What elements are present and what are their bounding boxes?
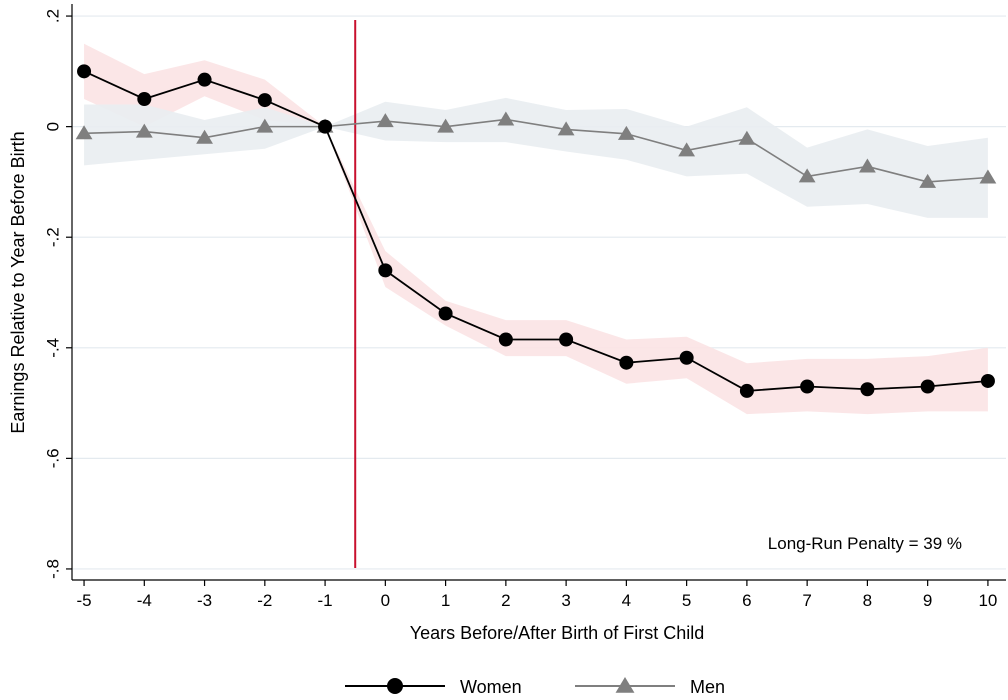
legend-label-men: Men [690, 677, 725, 697]
y-tick-label: -.6 [44, 448, 63, 468]
point-women [619, 355, 634, 370]
x-tick-label: 0 [381, 591, 390, 610]
x-tick-label: -2 [257, 591, 272, 610]
long-run-penalty-annotation: Long-Run Penalty = 39 % [768, 534, 962, 553]
point-women [77, 64, 92, 79]
point-men [798, 168, 816, 183]
point-men [678, 142, 696, 157]
x-tick-label: 6 [742, 591, 751, 610]
x-tick-label: 10 [978, 591, 997, 610]
point-men [859, 158, 876, 173]
x-axis-title: Years Before/After Birth of First Child [410, 623, 704, 643]
legend-marker-men [615, 677, 635, 693]
x-tick-label: 7 [802, 591, 811, 610]
point-men [738, 130, 756, 145]
x-tick-label: -5 [76, 591, 91, 610]
point-women [498, 332, 513, 347]
point-women [980, 373, 995, 388]
x-tick-label: 1 [441, 591, 450, 610]
point-men [437, 118, 454, 133]
point-men [979, 169, 997, 184]
y-tick-label: 0 [44, 122, 63, 131]
series-line-men [84, 118, 988, 183]
point-men [75, 125, 93, 140]
point-men [557, 121, 575, 136]
y-axis-title: Earnings Relative to Year Before Birth [8, 131, 28, 433]
ci-band-men [84, 97, 988, 218]
point-men [376, 113, 394, 128]
y-tick-label: -.2 [44, 227, 63, 247]
series-layer [75, 64, 997, 398]
point-women [257, 93, 272, 108]
x-tick-label: 8 [863, 591, 872, 610]
point-women [137, 91, 152, 106]
x-tick-label: 9 [923, 591, 932, 610]
point-women [318, 119, 333, 134]
x-tick-label: 5 [682, 591, 691, 610]
point-men [256, 118, 274, 133]
point-men [617, 125, 635, 140]
legend: Women Men [345, 677, 725, 697]
point-men [497, 111, 515, 126]
ci-band-women [84, 43, 988, 415]
y-tick-label: .2 [44, 9, 63, 23]
point-women [438, 306, 453, 321]
legend-label-women: Women [460, 677, 522, 697]
x-tick-label: -1 [318, 591, 333, 610]
point-women [378, 263, 393, 278]
point-men [135, 123, 153, 138]
x-tick-label: 4 [622, 591, 631, 610]
point-women [739, 383, 754, 398]
point-women [197, 72, 212, 87]
y-tick-label: -.8 [44, 559, 63, 579]
point-women [800, 379, 815, 394]
x-tick-label: -3 [197, 591, 212, 610]
point-women [559, 332, 574, 347]
confidence-bands [84, 43, 988, 415]
x-tick-label: 3 [561, 591, 570, 610]
point-men [919, 173, 937, 188]
point-women [860, 382, 875, 397]
point-men [196, 129, 213, 144]
point-women [679, 350, 694, 365]
legend-marker-women [387, 678, 403, 694]
series-line-women [83, 70, 989, 392]
point-women [920, 379, 935, 394]
x-tick-label: -4 [137, 591, 152, 610]
x-tick-label: 2 [501, 591, 510, 610]
axes: .2 0 -.2 -.4 -.6 -.8 -5 -4 -3 -2 -1 0 1 2 3 4 5 6 7 8 9 10 [44, 4, 1006, 610]
y-tick-label: -.4 [44, 338, 63, 358]
